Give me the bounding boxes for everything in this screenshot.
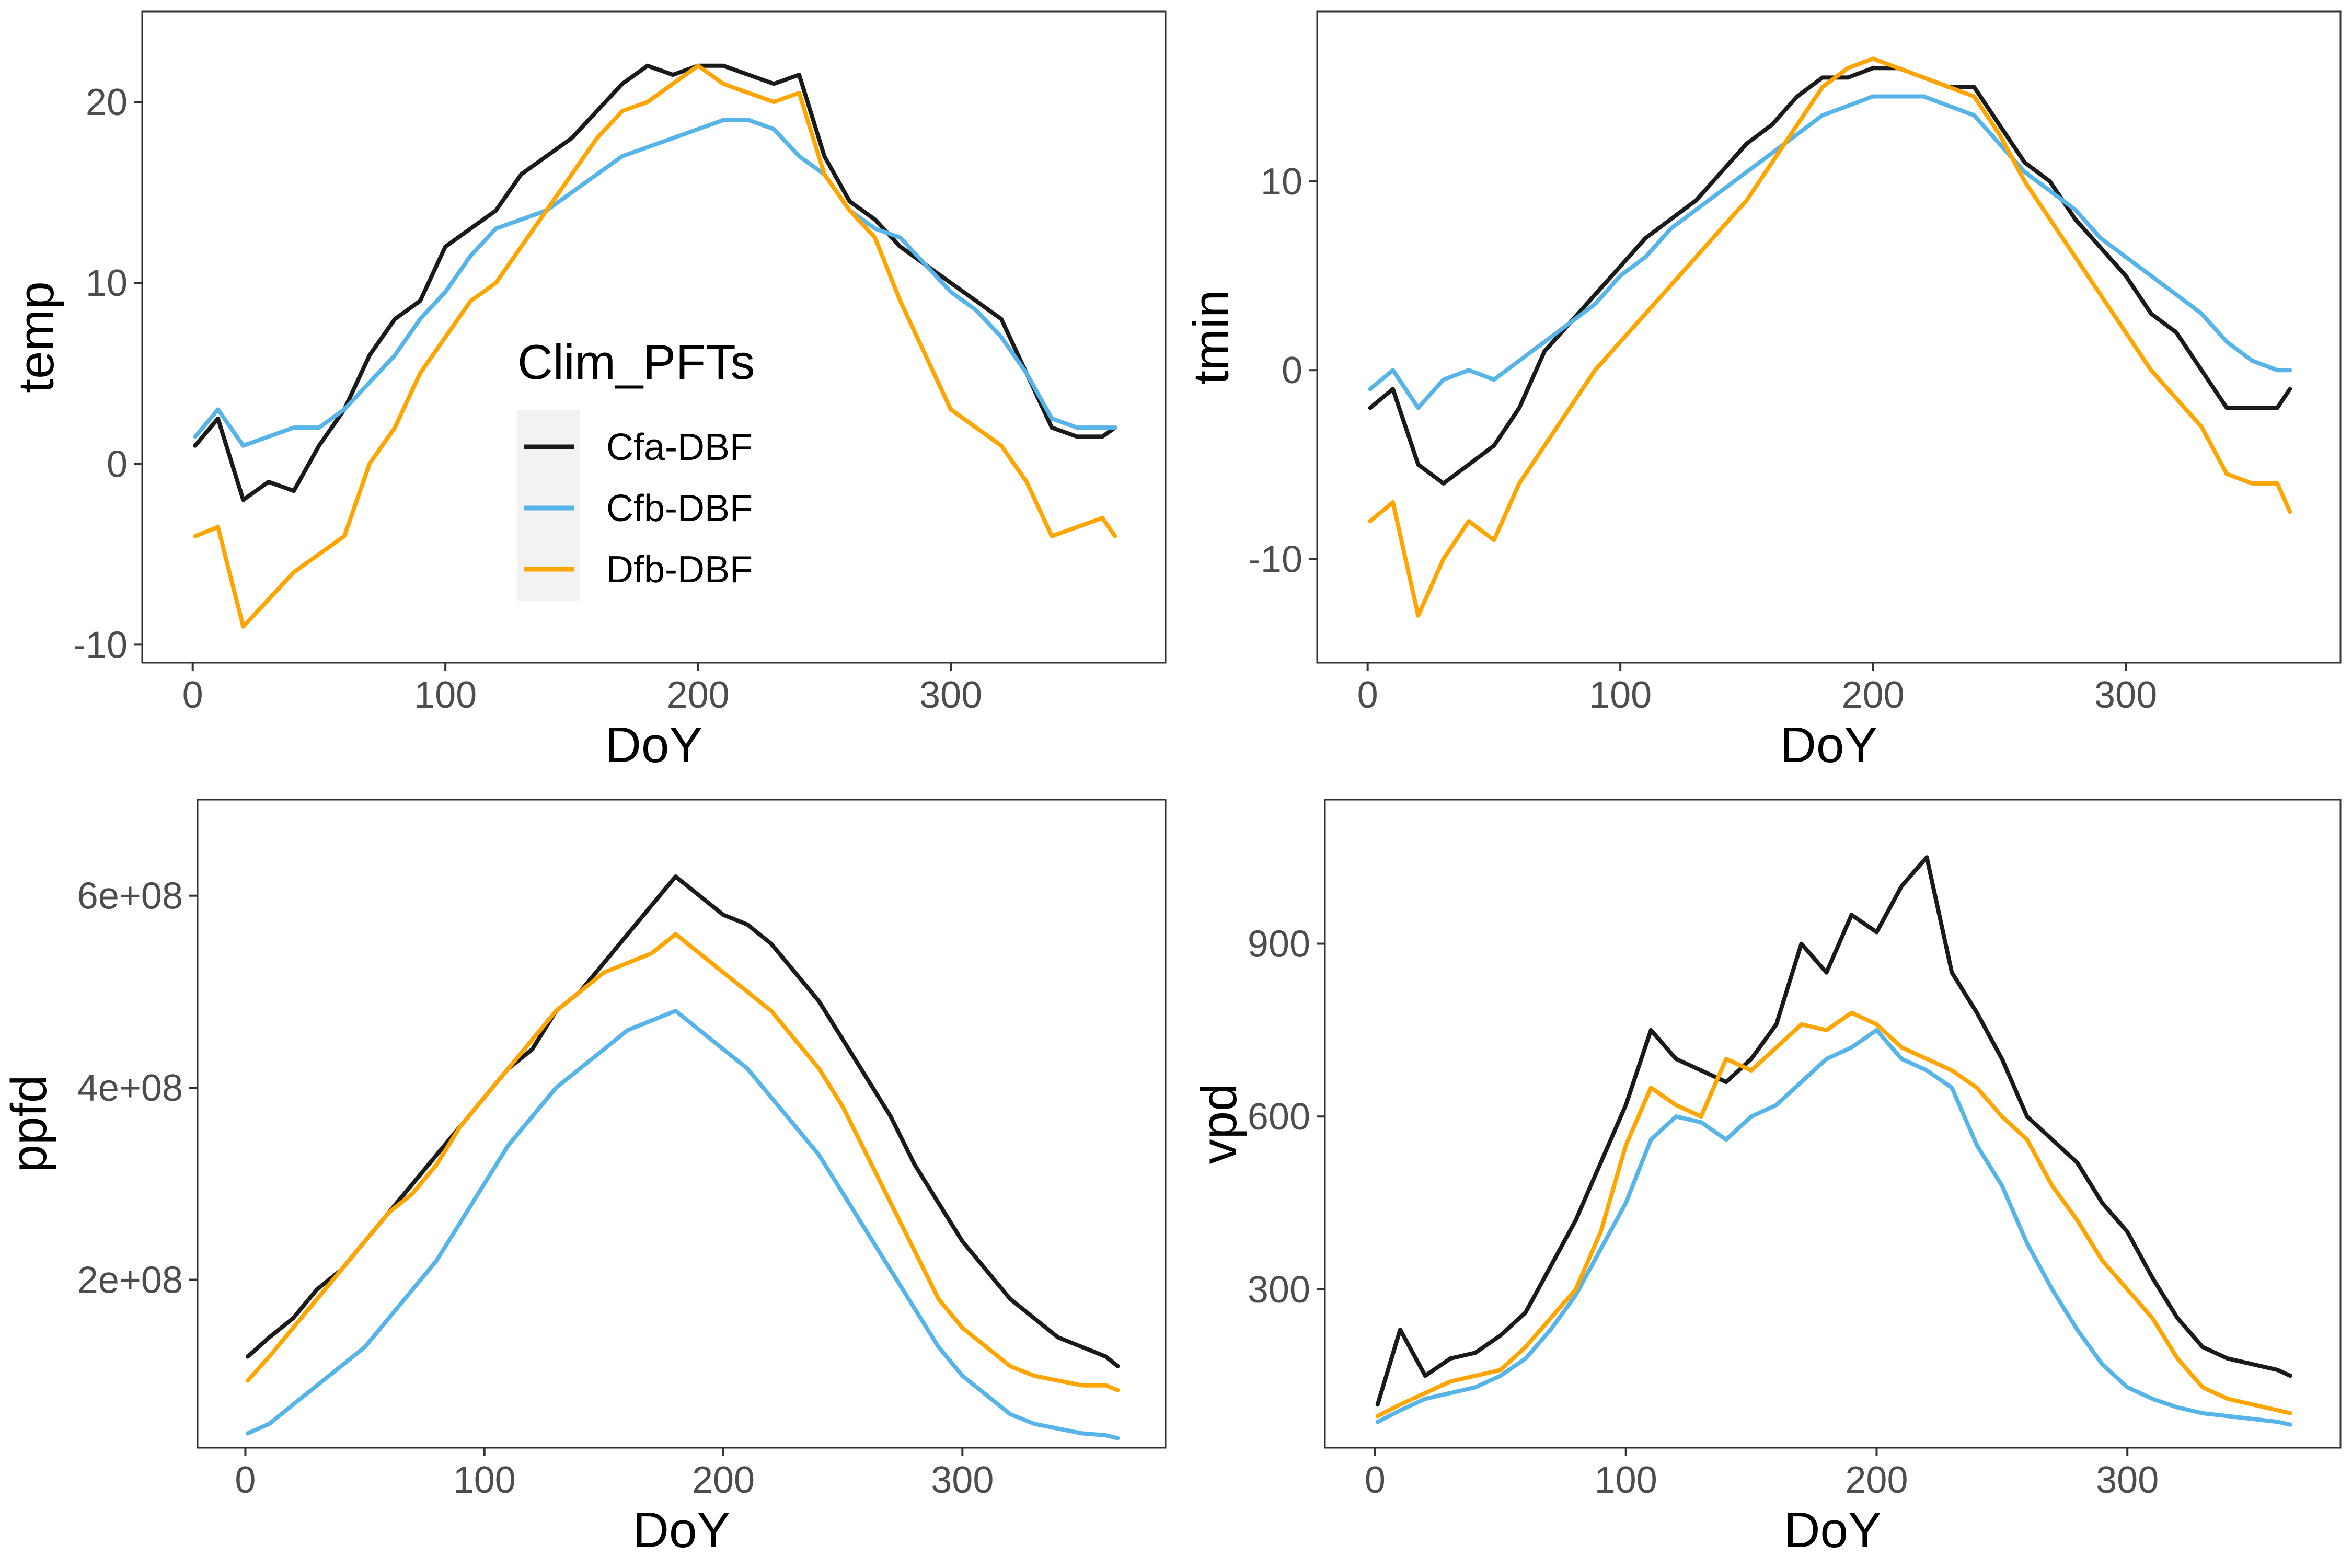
series-group: [246, 874, 1120, 1440]
y-axis-title: ppfd: [1, 1075, 57, 1173]
x-tick-label: 0: [182, 674, 203, 716]
x-tick-label: 0: [235, 1459, 256, 1501]
x-tick-label: 0: [1357, 674, 1378, 716]
y-tick-label: 2e+08: [77, 1260, 183, 1301]
panel-ppfd: 0 100 200 300 2e+08 4e+08 6e+08 DoY ppfd: [1, 799, 1167, 1558]
y-tick-label: 4e+08: [77, 1067, 183, 1109]
x-tick-label: 200: [1842, 674, 1905, 716]
panel-frame: [197, 799, 1167, 1449]
y-tick-label: 900: [1248, 924, 1310, 965]
series-group: [193, 63, 1117, 629]
legend-label: Cfa-DBF: [606, 426, 753, 468]
series-group: [1375, 855, 2292, 1427]
y-tick-label: 6e+08: [77, 875, 183, 917]
y-tick-label: -10: [73, 624, 128, 666]
series-line-Dfb-DBF: [1368, 56, 2292, 618]
panel-temp: 0 100 200 300 -10 0 10 20 DoY temp: [8, 10, 1167, 773]
series-line-Cfa-DBF: [1375, 855, 2292, 1407]
panel-frame: [1316, 10, 2342, 664]
x-tick-label: 200: [692, 1459, 755, 1501]
x-tick-label: 300: [2094, 674, 2157, 716]
x-tick-label: 0: [1365, 1459, 1386, 1501]
y-tick-label: 600: [1248, 1096, 1310, 1138]
x-tick-label: 200: [667, 674, 730, 716]
x-tick-label: 100: [453, 1459, 516, 1501]
series-line-Dfb-DBF: [1375, 1010, 2292, 1419]
panel-frame: [141, 10, 1167, 664]
series-line-Cfa-DBF: [193, 63, 1117, 502]
x-axis-title: DoY: [1784, 1502, 1882, 1558]
series-line-Dfb-DBF: [193, 63, 1117, 629]
y-tick-label: 10: [1261, 161, 1302, 203]
y-axis-title: temp: [8, 281, 64, 393]
y-tick-label: 20: [86, 82, 128, 123]
y-axis-title: vpd: [1191, 1083, 1247, 1165]
x-tick-label: 300: [931, 1459, 994, 1501]
panel-vpd: 0 100 200 300 300 600 900 DoY vpd: [1191, 799, 2342, 1558]
y-axis-title: tmin: [1183, 290, 1239, 384]
panel-frame: [1324, 799, 2342, 1449]
y-tick-label: 300: [1248, 1269, 1310, 1311]
x-tick-label: 100: [1589, 674, 1652, 716]
series-line-Cfa-DBF: [246, 874, 1120, 1368]
x-axis-title: DoY: [1780, 717, 1878, 773]
legend: Clim_PFTs Cfa-DBF Cfb-DBF Dfb-DBF: [517, 335, 755, 601]
x-tick-label: 300: [919, 674, 982, 716]
series-line-Dfb-DBF: [246, 932, 1120, 1392]
y-tick-label: 0: [1282, 350, 1302, 391]
x-tick-label: 100: [1595, 1459, 1657, 1501]
legend-label: Cfb-DBF: [606, 488, 753, 529]
series-line-Cfb-DBF: [193, 118, 1117, 448]
panel-tmin: 0 100 200 300 -10 0 10 DoY tmin: [1183, 10, 2342, 773]
legend-title: Clim_PFTs: [517, 335, 755, 389]
y-tick-label: 0: [107, 443, 128, 485]
series-line-Cfb-DBF: [1368, 94, 2292, 410]
x-tick-label: 100: [414, 674, 477, 716]
series-line-Cfb-DBF: [246, 1009, 1120, 1440]
x-tick-label: 300: [2096, 1459, 2159, 1501]
x-axis-title: DoY: [605, 717, 703, 773]
y-tick-label: 10: [86, 262, 128, 304]
series-line-Cfb-DBF: [1375, 1028, 2292, 1427]
legend-label: Dfb-DBF: [606, 549, 753, 591]
x-axis-title: DoY: [633, 1502, 731, 1558]
x-tick-label: 200: [1845, 1459, 1908, 1501]
y-tick-label: -10: [1248, 538, 1302, 580]
series-group: [1368, 56, 2292, 618]
